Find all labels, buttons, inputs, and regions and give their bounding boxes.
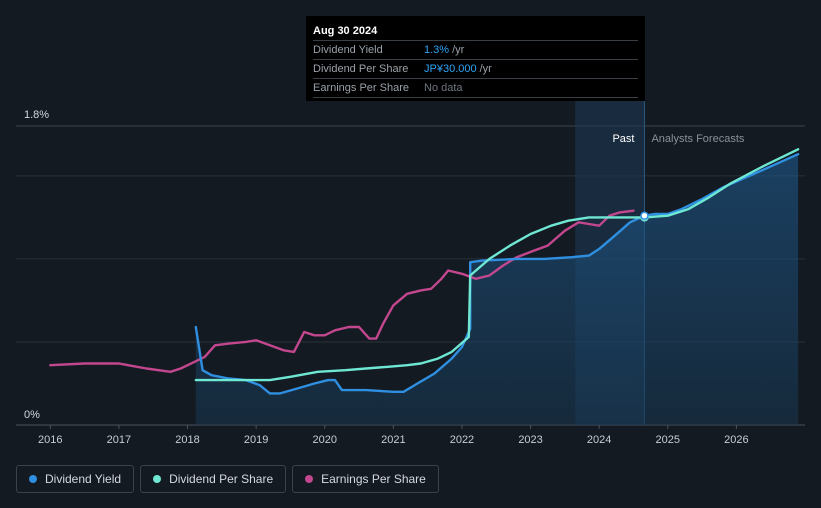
legend-dot-icon	[305, 475, 314, 483]
forecast-label: Analysts Forecasts	[651, 133, 744, 145]
dividend-yield-area	[195, 154, 799, 425]
y-tick-label: 1.8%	[24, 109, 49, 121]
tooltip-value: 1.3%	[424, 44, 450, 56]
legend-item-earnings-per-share[interactable]: Earnings Per Share	[292, 465, 439, 493]
tooltip-row-earnings-per-share: Earnings Per Share No data	[313, 79, 638, 98]
tooltip-label: Earnings Per Share	[313, 82, 409, 94]
y-tick-label: 0%	[24, 409, 40, 421]
earnings-per-share-line	[49, 209, 635, 373]
chart-tooltip: Aug 30 2024 Dividend Yield 1.3% /yr Divi…	[306, 16, 645, 101]
legend-dot-icon	[153, 475, 162, 483]
chart-legend: Dividend Yield Dividend Per Share Earnin…	[16, 465, 439, 493]
x-tick-label: 2018	[175, 434, 199, 446]
tooltip-date: Aug 30 2024	[313, 22, 638, 41]
legend-label: Dividend Yield	[45, 472, 122, 486]
tooltip-unit: /yr	[479, 63, 492, 75]
tooltip-value: JP¥30.000	[424, 63, 477, 75]
x-tick-label: 2023	[518, 434, 542, 446]
x-tick-label: 2021	[381, 434, 405, 446]
legend-item-dividend-per-share[interactable]: Dividend Per Share	[140, 465, 287, 493]
tooltip-value: No data	[424, 82, 463, 94]
tooltip-label: Dividend Per Share	[313, 63, 409, 75]
series-marker	[640, 211, 649, 220]
x-tick-label: 2019	[244, 434, 268, 446]
legend-label: Dividend Per Share	[169, 472, 274, 486]
legend-item-dividend-yield[interactable]: Dividend Yield	[16, 465, 135, 493]
tooltip-unit: /yr	[452, 44, 465, 56]
dividend-yield-line	[194, 153, 800, 395]
x-tick-label: 2020	[312, 434, 336, 446]
tooltip-row-dividend-yield: Dividend Yield 1.3% /yr	[313, 41, 638, 60]
tooltip-label: Dividend Yield	[313, 44, 383, 56]
x-tick-label: 2024	[587, 434, 611, 446]
x-tick-label: 2016	[38, 434, 62, 446]
x-tick-label: 2026	[724, 434, 748, 446]
x-tick-label: 2022	[450, 434, 474, 446]
legend-dot-icon	[29, 475, 37, 483]
dividend-per-share-line	[194, 148, 800, 382]
x-tick-label: 2017	[107, 434, 131, 446]
x-tick-label: 2025	[656, 434, 680, 446]
legend-label: Earnings Per Share	[321, 472, 426, 486]
past-label: Past	[612, 133, 634, 145]
tooltip-row-dividend-per-share: Dividend Per Share JP¥30.000 /yr	[313, 60, 638, 79]
